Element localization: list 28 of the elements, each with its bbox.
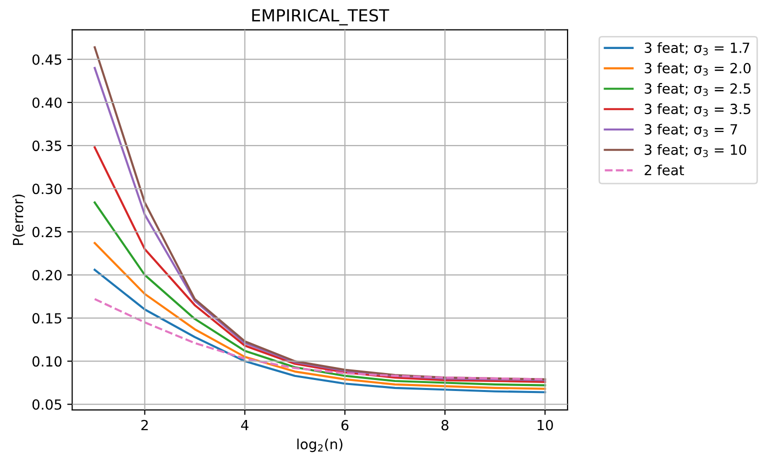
y-tick-label: 0.35 [32, 140, 62, 152]
legend-label: 3 feat; σ$_{3}$ = 3.5 [644, 103, 750, 116]
x-tick-label: 2 [141, 420, 148, 430]
line-series [94, 201, 546, 386]
legend-label: 2 feat [644, 164, 684, 176]
x-tick-label: 4 [241, 420, 248, 430]
x-axis-title: log$_{2}$(n) [297, 438, 342, 452]
legend-label: 3 feat; σ$_{3}$ = 7 [644, 124, 738, 137]
y-tick-label: 0.15 [32, 313, 62, 324]
y-tick-label: 0.40 [32, 97, 62, 108]
legend-label: 3 feat; σ$_{3}$ = 1.7 [644, 42, 750, 56]
y-tick-label: 0.20 [32, 270, 62, 280]
x-tick-label: 8 [441, 420, 448, 430]
line-series [94, 242, 546, 390]
y-tick-label: 0.25 [32, 226, 62, 238]
y-tick-label: 0.30 [32, 184, 62, 194]
line-series [94, 268, 546, 394]
x-tick-label: 10 [538, 420, 553, 430]
y-tick-label: 0.10 [32, 356, 62, 367]
y-tick-label: 0.45 [32, 54, 62, 65]
legend-label: 3 feat; σ$_{3}$ = 2.5 [644, 83, 750, 96]
y-tick-label: 0.05 [32, 399, 62, 410]
legend-label: 3 feat; σ$_{3}$ = 10 [644, 144, 746, 158]
line-series [94, 146, 546, 383]
chart-title: EMPIRICAL_TEST [252, 9, 390, 26]
y-axis-title: P(error) [12, 194, 25, 245]
legend-label: 3 feat; σ$_{3}$ = 2.0 [644, 62, 751, 76]
x-tick-label: 6 [341, 420, 348, 430]
